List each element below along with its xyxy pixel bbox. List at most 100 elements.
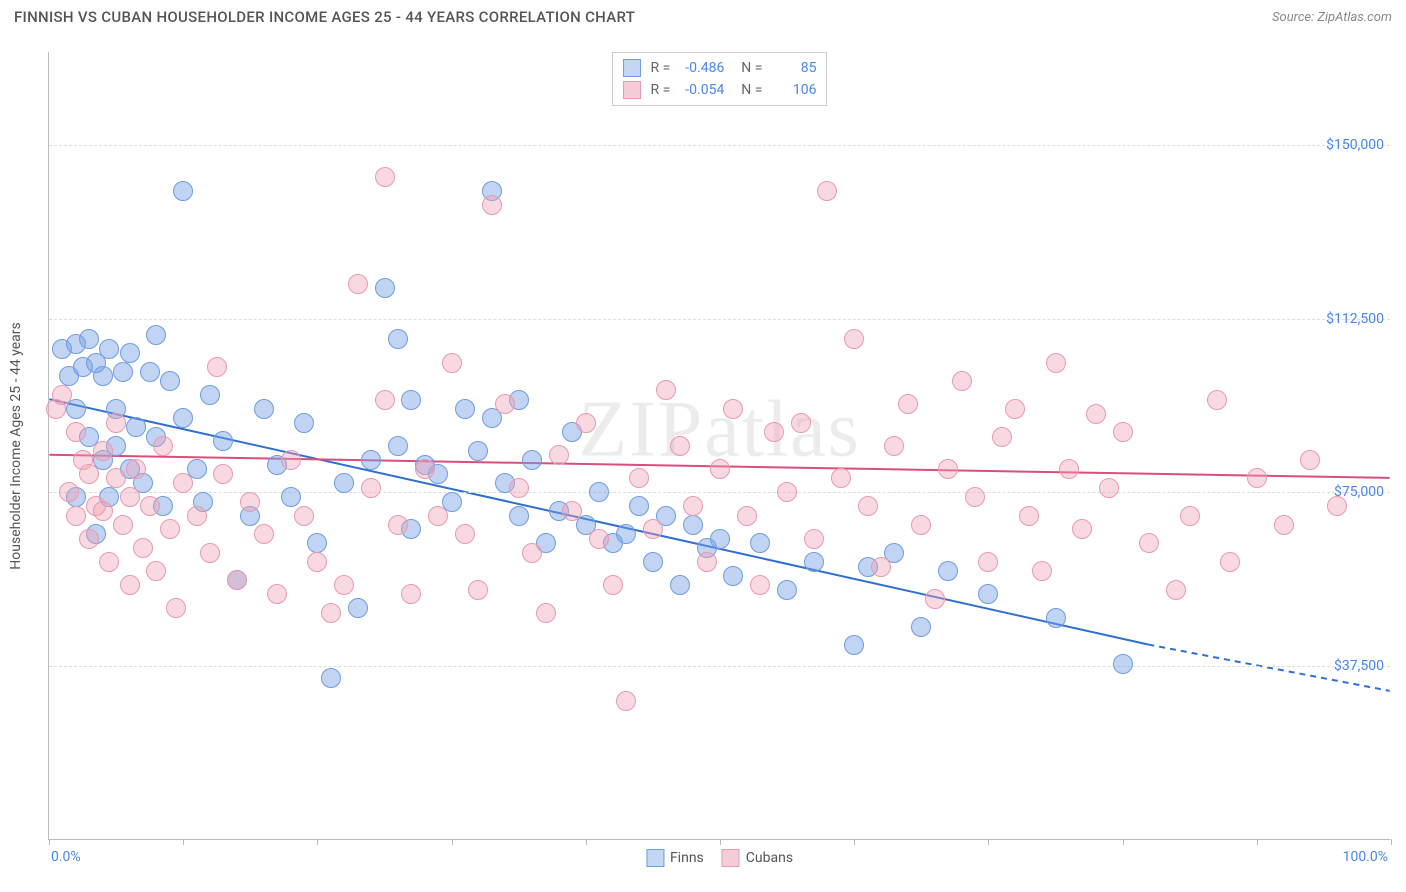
swatch-finns <box>646 849 664 867</box>
trend-lines <box>49 52 1390 839</box>
scatter-point <box>120 575 140 595</box>
scatter-point <box>348 274 368 294</box>
x-axis-max-label: 100.0% <box>1343 849 1388 865</box>
scatter-point <box>160 519 180 539</box>
scatter-point <box>978 584 998 604</box>
x-tick <box>1391 839 1392 845</box>
scatter-point <box>79 329 99 349</box>
scatter-point <box>93 441 113 461</box>
scatter-point <box>348 598 368 618</box>
scatter-point <box>227 570 247 590</box>
gridline <box>49 145 1390 146</box>
scatter-point <box>200 543 220 563</box>
scatter-point <box>99 339 119 359</box>
n-label: N = <box>734 57 762 79</box>
scatter-point <box>562 501 582 521</box>
scatter-point <box>737 506 757 526</box>
scatter-point <box>1113 654 1133 674</box>
scatter-point <box>334 473 354 493</box>
scatter-point <box>254 399 274 419</box>
scatter-point <box>375 278 395 298</box>
scatter-point <box>1300 450 1320 470</box>
scatter-point <box>415 459 435 479</box>
scatter-point <box>187 506 207 526</box>
scatter-point <box>643 552 663 572</box>
x-tick <box>1123 839 1124 845</box>
scatter-point <box>200 385 220 405</box>
scatter-point <box>321 603 341 623</box>
y-axis-title: Householder Income Ages 25 - 44 years <box>8 322 24 569</box>
n-label: N = <box>734 79 762 101</box>
scatter-point <box>1180 506 1200 526</box>
scatter-point <box>52 385 72 405</box>
scatter-point <box>911 515 931 535</box>
scatter-point <box>361 478 381 498</box>
legend-bottom: Finns Cubans <box>646 849 793 867</box>
scatter-point <box>1099 478 1119 498</box>
scatter-point <box>1139 533 1159 553</box>
scatter-point <box>723 399 743 419</box>
scatter-point <box>120 487 140 507</box>
scatter-point <box>1072 519 1092 539</box>
scatter-point <box>589 529 609 549</box>
scatter-point <box>1327 496 1347 516</box>
scatter-point <box>750 533 770 553</box>
chart-plot-area: ZIPatlas R = -0.486 N = 85 R = -0.054 N … <box>48 52 1390 840</box>
x-tick <box>586 839 587 845</box>
scatter-point <box>153 436 173 456</box>
x-tick <box>49 839 50 845</box>
scatter-point <box>992 427 1012 447</box>
scatter-point <box>160 371 180 391</box>
legend-stats: R = -0.486 N = 85 R = -0.054 N = 106 <box>612 52 828 106</box>
scatter-point <box>777 580 797 600</box>
scatter-point <box>146 325 166 345</box>
scatter-point <box>388 436 408 456</box>
y-tick-label: $112,500 <box>1326 311 1384 327</box>
swatch-cubans <box>722 849 740 867</box>
scatter-point <box>938 561 958 581</box>
scatter-point <box>334 575 354 595</box>
scatter-point <box>294 413 314 433</box>
scatter-point <box>683 496 703 516</box>
chart-title: FINNISH VS CUBAN HOUSEHOLDER INCOME AGES… <box>14 8 635 26</box>
scatter-point <box>442 353 462 373</box>
scatter-point <box>1005 399 1025 419</box>
scatter-point <box>925 589 945 609</box>
scatter-point <box>589 482 609 502</box>
scatter-point <box>804 552 824 572</box>
legend-label-cubans: Cubans <box>746 850 793 866</box>
scatter-point <box>173 181 193 201</box>
scatter-point <box>1113 422 1133 442</box>
n-value-cubans: 106 <box>768 79 816 101</box>
scatter-point <box>1207 390 1227 410</box>
scatter-point <box>173 473 193 493</box>
r-label: R = <box>651 57 671 79</box>
scatter-point <box>106 413 126 433</box>
scatter-point <box>207 357 227 377</box>
scatter-point <box>106 468 126 488</box>
scatter-point <box>468 441 488 461</box>
scatter-point <box>281 450 301 470</box>
scatter-point <box>1220 552 1240 572</box>
scatter-point <box>307 552 327 572</box>
scatter-point <box>93 366 113 386</box>
scatter-point <box>133 538 153 558</box>
scatter-point <box>764 422 784 442</box>
scatter-point <box>213 431 233 451</box>
scatter-point <box>126 417 146 437</box>
scatter-point <box>509 506 529 526</box>
scatter-point <box>603 575 623 595</box>
scatter-point <box>858 496 878 516</box>
scatter-point <box>952 371 972 391</box>
scatter-point <box>120 343 140 363</box>
scatter-point <box>140 496 160 516</box>
x-tick <box>988 839 989 845</box>
scatter-point <box>140 362 160 382</box>
scatter-point <box>146 561 166 581</box>
scatter-point <box>482 195 502 215</box>
r-label: R = <box>651 79 671 101</box>
chart-header: FINNISH VS CUBAN HOUSEHOLDER INCOME AGES… <box>0 0 1406 32</box>
scatter-point <box>455 399 475 419</box>
scatter-point <box>978 552 998 572</box>
scatter-point <box>710 459 730 479</box>
